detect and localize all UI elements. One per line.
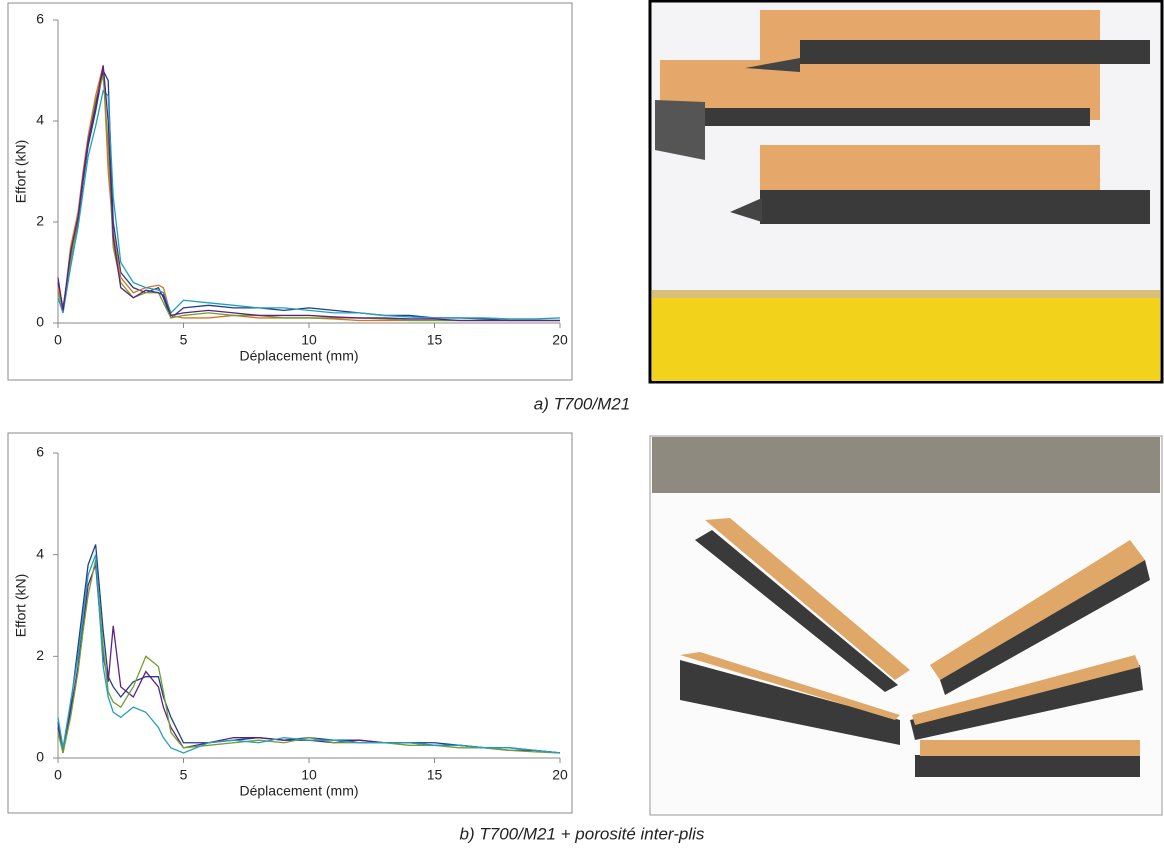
caption: b) T700/M21 + porosité inter-plis xyxy=(460,824,705,843)
y-tick-label: 6 xyxy=(36,444,44,460)
chart-frame xyxy=(7,432,573,814)
x-tick-label: 5 xyxy=(180,767,188,783)
y-tick-label: 6 xyxy=(36,11,44,27)
photo-b xyxy=(649,435,1163,816)
data-line xyxy=(57,554,561,754)
data-line xyxy=(57,65,560,322)
y-tick-label: 2 xyxy=(36,213,44,229)
data-line xyxy=(57,544,561,754)
data-line xyxy=(57,89,561,320)
photo-a xyxy=(648,0,1164,384)
x-tick-label: 0 xyxy=(54,767,62,783)
x-tick-label: 20 xyxy=(552,767,568,783)
x-tick-label: 0 xyxy=(54,332,62,348)
chart-frame xyxy=(7,2,573,381)
y-tick-label: 0 xyxy=(36,749,44,765)
x-tick-label: 10 xyxy=(301,332,317,348)
y-tick-label: 4 xyxy=(36,545,44,561)
y-axis-label: Effort (kN) xyxy=(13,574,29,638)
x-tick-label: 20 xyxy=(552,332,568,348)
y-tick-label: 2 xyxy=(36,647,44,663)
y-tick-label: 0 xyxy=(36,314,44,330)
x-axis-label: Déplacement (mm) xyxy=(239,348,358,364)
x-tick-label: 15 xyxy=(427,332,443,348)
x-tick-label: 5 xyxy=(180,332,188,348)
y-tick-label: 4 xyxy=(36,112,44,128)
x-tick-label: 10 xyxy=(301,767,317,783)
x-axis-label: Déplacement (mm) xyxy=(239,783,358,799)
y-axis-label: Effort (kN) xyxy=(13,140,29,204)
x-tick-label: 15 xyxy=(427,767,443,783)
caption: a) T700/M21 xyxy=(534,394,630,413)
